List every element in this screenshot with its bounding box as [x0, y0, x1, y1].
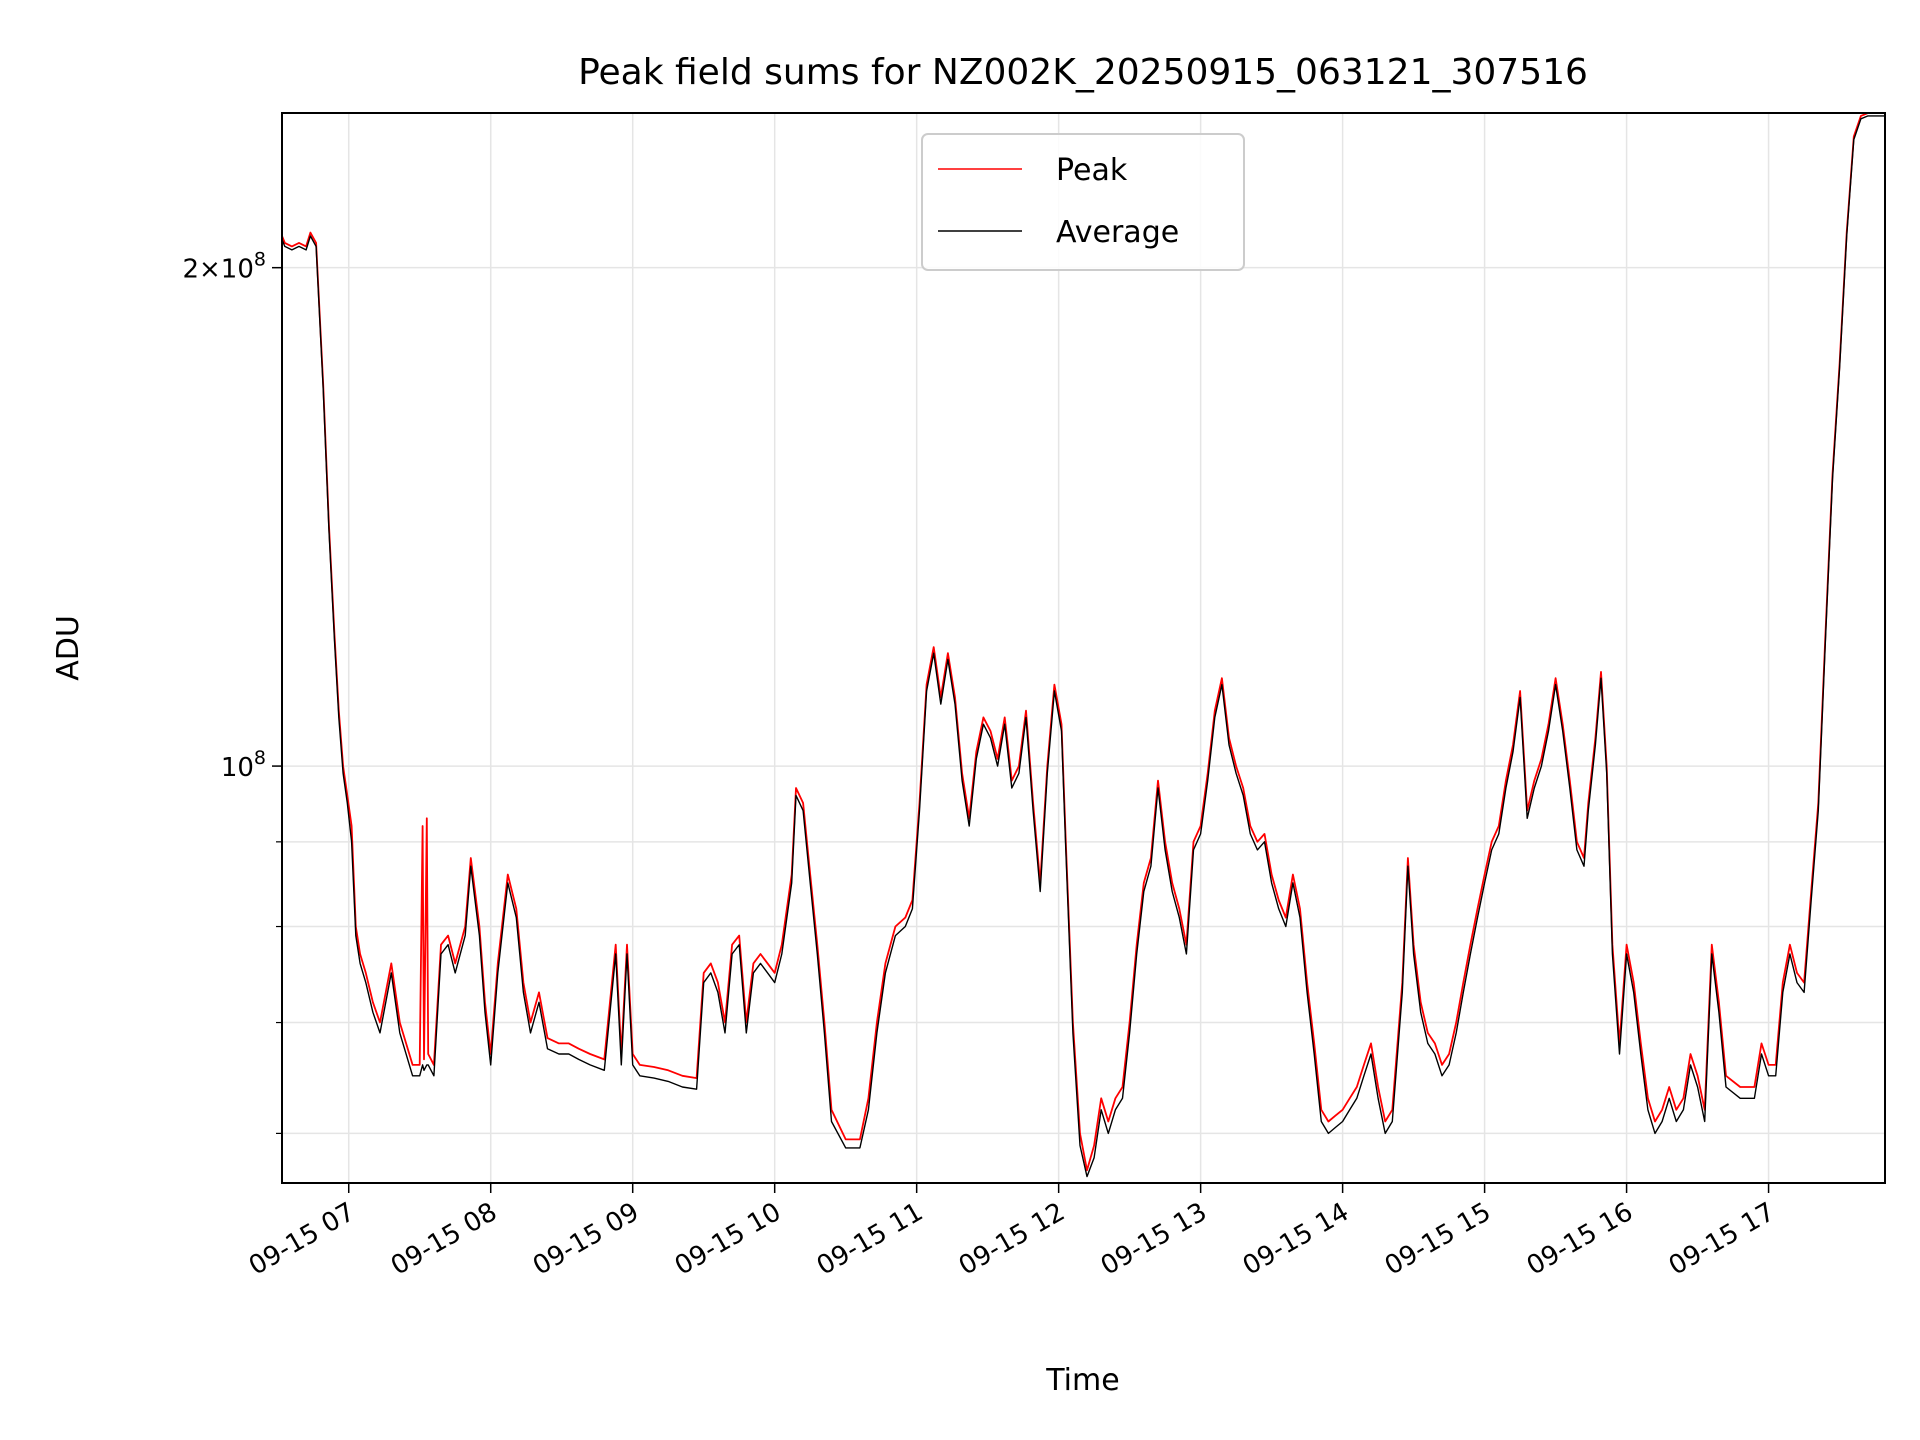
legend-label-average: Average	[1056, 215, 1179, 250]
grid-lines	[282, 113, 1885, 1183]
chart-title: Peak field sums for NZ002K_20250915_0631…	[578, 52, 1588, 93]
y-tick-label: 108	[221, 747, 266, 783]
legend: Peak Average	[921, 133, 1245, 271]
y-axis-label: ADU	[51, 615, 86, 681]
series-line-average	[282, 115, 1885, 1178]
plot-frame	[281, 112, 1886, 1184]
legend-label-peak: Peak	[1056, 153, 1128, 188]
legend-box	[921, 133, 1245, 271]
x-axis-label: Time	[1045, 1363, 1119, 1398]
series-lines	[282, 113, 1885, 1178]
y-tick-label: 2×108	[182, 249, 266, 285]
y-axis-ticks: 2×108 108	[182, 249, 282, 1134]
